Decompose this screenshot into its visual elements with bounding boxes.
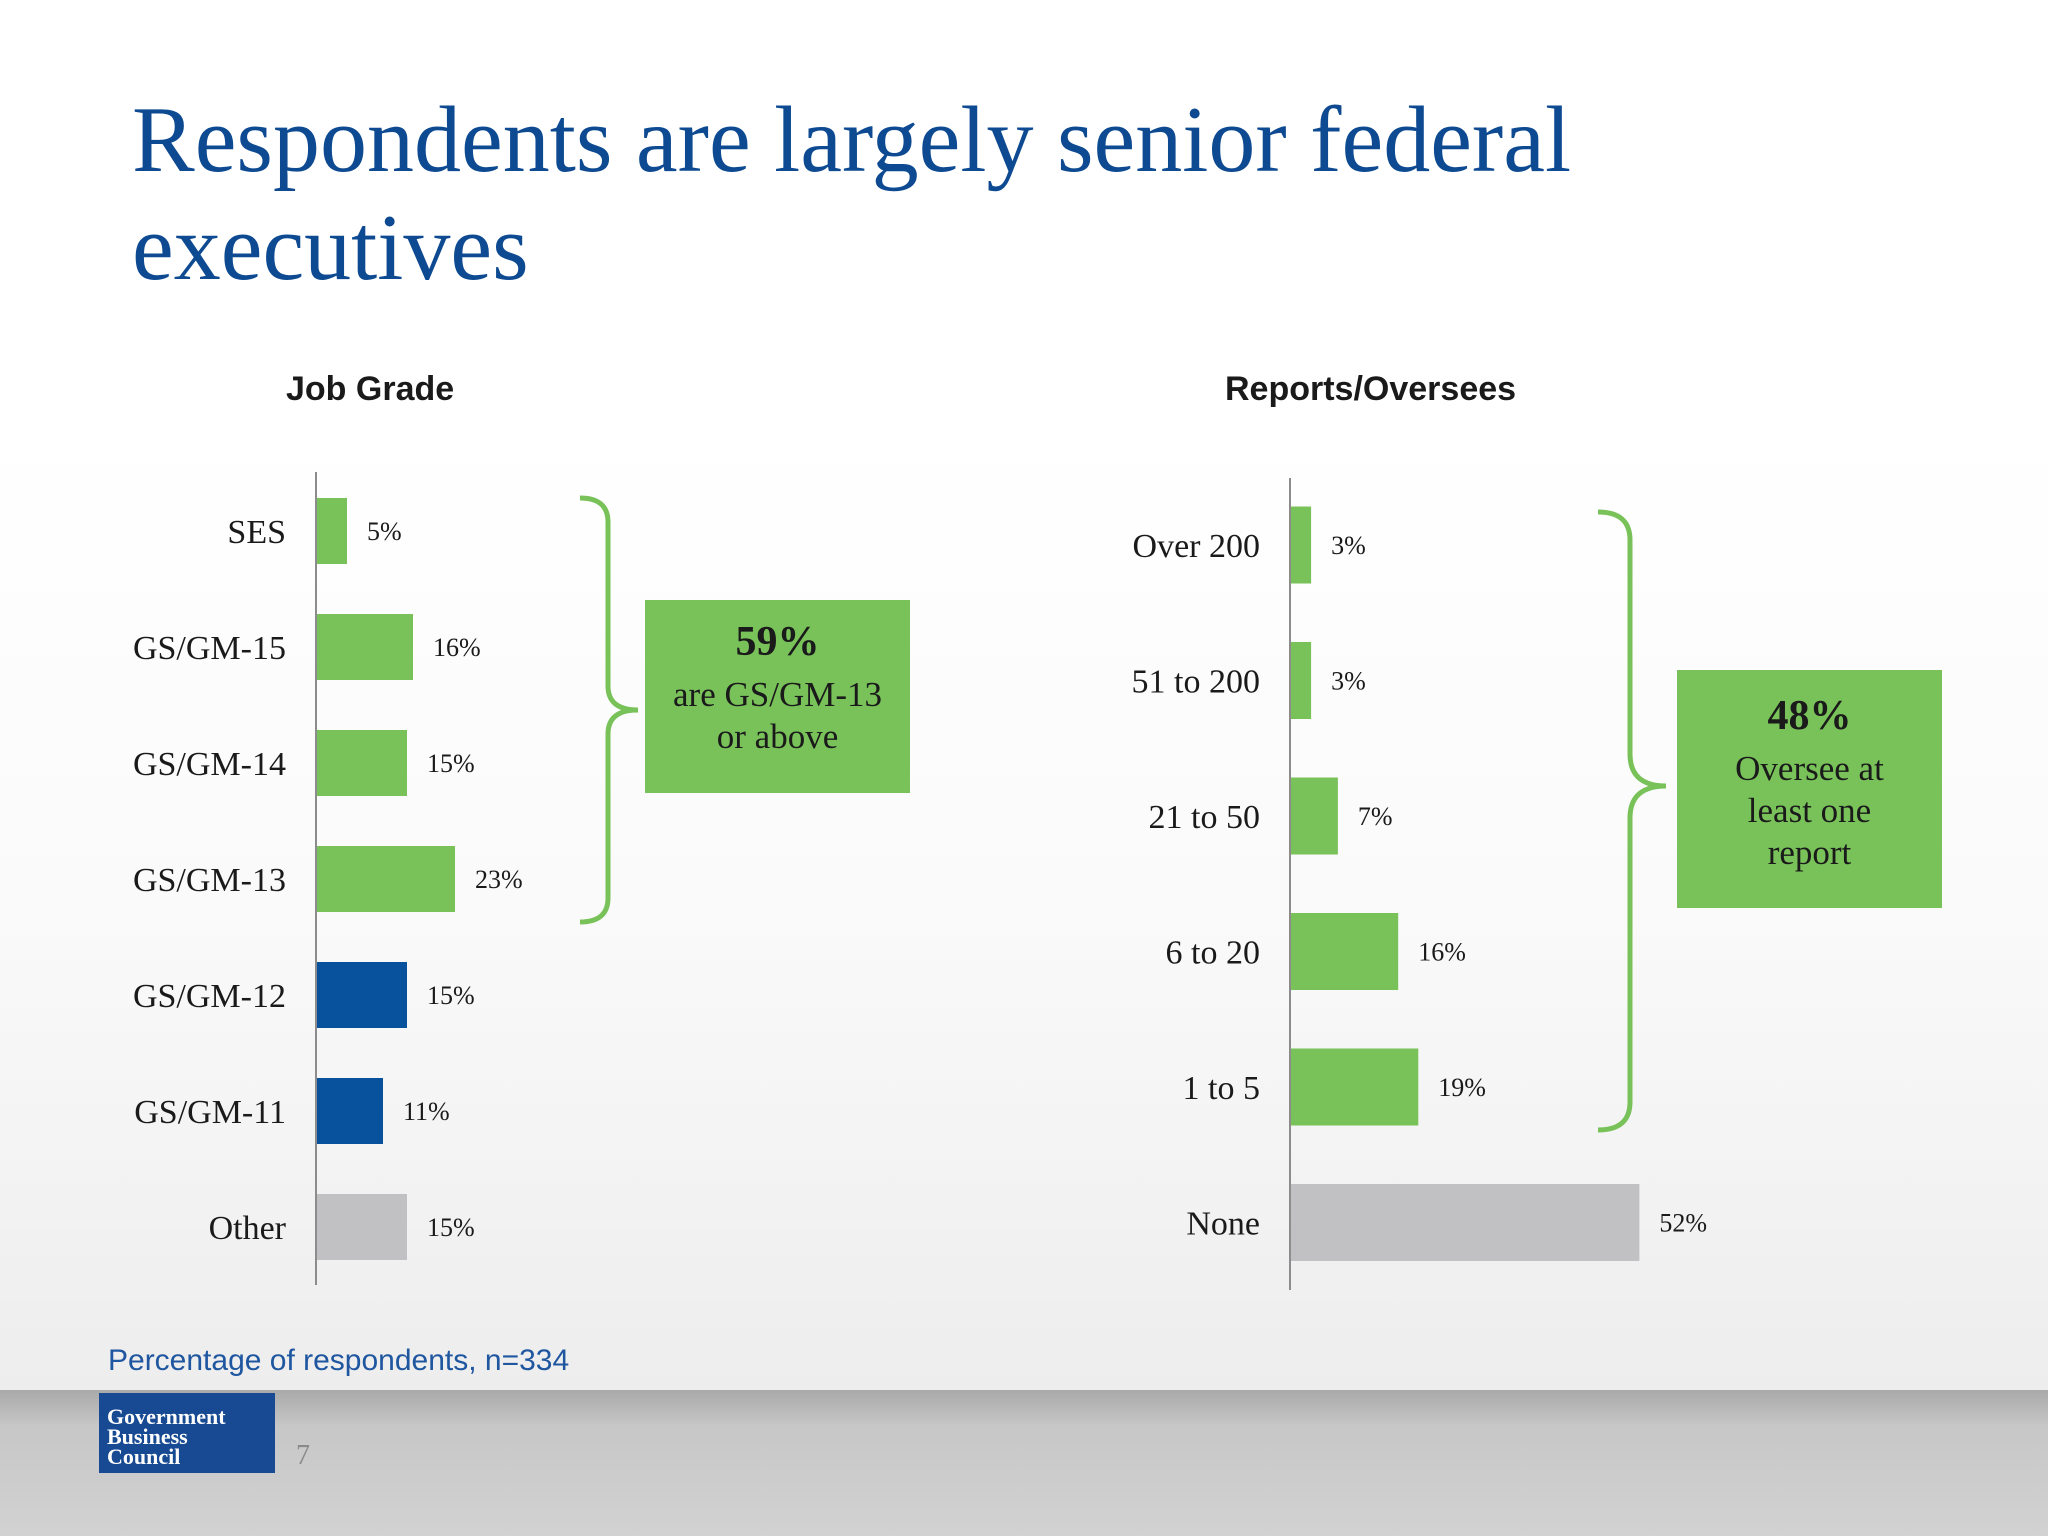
page-title: Respondents are largely senior federal e… <box>132 88 1572 300</box>
value-label: 15% <box>427 981 475 1010</box>
callout-59: 59% are GS/GM-13 or above <box>645 600 910 793</box>
gbc-logo: Government Business Council <box>99 1393 275 1473</box>
logo-line3: Council <box>107 1444 181 1469</box>
category-label: Over 200 <box>1133 528 1260 565</box>
callout-48-pct: 48% <box>1767 693 1852 739</box>
category-label: SES <box>227 514 286 551</box>
value-label: 52% <box>1659 1209 1707 1238</box>
value-label: 3% <box>1331 667 1366 696</box>
category-label: 1 to 5 <box>1183 1070 1260 1107</box>
brace-job-grade <box>579 495 639 925</box>
bar <box>317 498 347 564</box>
logo-line1: Government <box>107 1404 226 1429</box>
category-label: Other <box>209 1210 287 1247</box>
category-label: GS/GM-13 <box>133 862 286 899</box>
callout-48-line3: report <box>1767 833 1852 872</box>
callout-59-pct: 59% <box>735 619 820 665</box>
bar <box>1291 913 1399 990</box>
value-label: 7% <box>1358 802 1393 831</box>
value-label: 19% <box>1438 1073 1486 1102</box>
value-label: 16% <box>433 633 481 662</box>
bar <box>1291 642 1312 719</box>
bar <box>317 730 407 796</box>
bar <box>317 962 407 1028</box>
chart-title-reports: Reports/Oversees <box>1225 370 1517 408</box>
value-label: 15% <box>427 749 475 778</box>
category-label: None <box>1186 1206 1260 1243</box>
callout-48: 48% Oversee at least one report <box>1677 670 1942 908</box>
value-label: 5% <box>367 517 402 546</box>
reports-chart: Over 200 3% 51 to 200 3% 21 to 50 7% 6 to 20 16… <box>1132 478 1707 1290</box>
page-number: 7 <box>296 1440 310 1471</box>
bar <box>317 1194 407 1260</box>
footer-bar <box>0 1390 2048 1536</box>
bar <box>1291 1048 1419 1126</box>
category-label: 51 to 200 <box>1132 664 1260 701</box>
bar <box>1291 1184 1640 1261</box>
footnote: Percentage of respondents, n=334 <box>108 1344 570 1377</box>
bar <box>317 846 455 912</box>
callout-59-line1: are GS/GM-13 <box>673 675 882 714</box>
job-grade-chart: SES 5% GS/GM-15 16% GS/GM-14 15% GS/GM-13 23% GS… <box>133 472 523 1285</box>
value-label: 23% <box>475 865 523 894</box>
bar <box>1291 777 1338 855</box>
charts-canvas: SES 5% GS/GM-15 16% GS/GM-14 15% GS/GM-13 23% GS… <box>133 472 1707 1290</box>
value-label: 3% <box>1331 531 1366 560</box>
category-label: GS/GM-12 <box>133 978 286 1015</box>
brace-reports <box>1597 509 1667 1133</box>
bar <box>317 1078 383 1144</box>
bar <box>317 614 413 680</box>
value-label: 15% <box>427 1213 475 1242</box>
category-label: GS/GM-15 <box>133 630 286 667</box>
bar <box>1291 506 1312 584</box>
callout-59-line2: or above <box>716 717 839 756</box>
logo-line2: Business <box>107 1424 188 1449</box>
value-label: 16% <box>1418 938 1466 967</box>
category-label: GS/GM-14 <box>133 746 286 783</box>
value-label: 11% <box>403 1097 450 1126</box>
chart-title-job-grade: Job Grade <box>286 370 455 408</box>
callout-48-line1: Oversee at <box>1735 749 1884 788</box>
category-label: GS/GM-11 <box>134 1094 286 1131</box>
category-label: 21 to 50 <box>1149 799 1260 836</box>
callout-48-line2: least one <box>1747 791 1872 830</box>
category-label: 6 to 20 <box>1166 935 1260 972</box>
